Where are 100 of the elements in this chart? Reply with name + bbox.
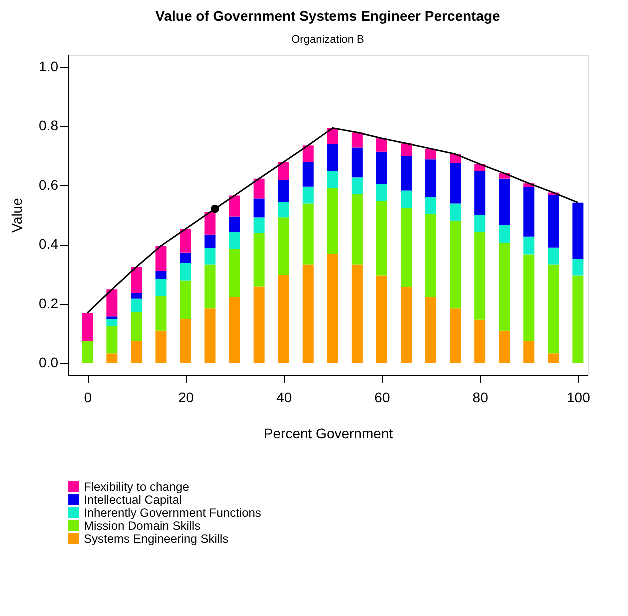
bar (426, 197, 437, 214)
bar (106, 290, 118, 317)
bar (180, 229, 192, 253)
bar (376, 138, 388, 152)
bar (180, 252, 192, 264)
bar (548, 195, 560, 248)
y-tick-label: 0.2 (39, 295, 59, 312)
bar (327, 254, 338, 364)
bar (131, 293, 142, 299)
bar (352, 178, 363, 195)
bar (131, 298, 142, 312)
line-series (86, 127, 579, 314)
bar (376, 152, 388, 184)
bar (82, 342, 94, 364)
bar (156, 246, 167, 271)
bar (524, 236, 535, 255)
bar (474, 215, 486, 232)
bar (450, 220, 462, 309)
bar (376, 201, 388, 276)
bar (254, 286, 265, 364)
bar (156, 330, 167, 364)
bar (327, 144, 338, 172)
bar (327, 188, 338, 254)
bar (548, 354, 560, 364)
bar (548, 264, 560, 354)
bar (204, 212, 216, 235)
bar (524, 254, 535, 342)
bar (229, 297, 240, 364)
bar (106, 326, 118, 354)
bar (302, 204, 314, 265)
bar (400, 156, 412, 191)
legend-label: Flexibility to change (84, 480, 190, 494)
bar (376, 184, 388, 202)
bar (450, 163, 462, 204)
legend-label: Inherently Government Functions (84, 506, 262, 520)
bar (180, 319, 192, 364)
bar (302, 162, 314, 187)
bar (204, 248, 216, 265)
bar (156, 296, 167, 331)
bar (278, 180, 290, 202)
bar (499, 225, 510, 244)
bar (400, 144, 412, 156)
bar (131, 342, 142, 364)
bar (278, 218, 290, 276)
x-tick-label: 100 (567, 390, 591, 406)
bar (229, 216, 240, 232)
bar (302, 146, 314, 162)
bar (524, 342, 535, 364)
bar (474, 320, 486, 364)
bar (204, 308, 216, 364)
legend-label: Intellectual Capital (84, 493, 182, 507)
bar (278, 275, 290, 364)
bar (524, 187, 535, 237)
bar (426, 297, 437, 364)
bar (400, 190, 412, 208)
bar (254, 198, 265, 218)
x-axis-title: Percent Government (264, 426, 394, 442)
bar (180, 280, 192, 320)
bar (229, 196, 240, 217)
bar (450, 204, 462, 221)
bar (106, 354, 118, 364)
bar (376, 276, 388, 364)
legend-label: Mission Domain Skills (84, 519, 201, 533)
chart-title: Value of Government Systems Engineer Percentage (156, 8, 501, 24)
y-tick-label: 0.6 (39, 176, 59, 193)
x-tick-label: 60 (374, 390, 390, 406)
bar (499, 178, 510, 226)
bar (156, 279, 167, 296)
y-tick-label: 1.0 (39, 58, 59, 74)
bar (302, 264, 314, 364)
bar (352, 148, 363, 178)
bar (474, 232, 486, 320)
bar (474, 171, 486, 216)
bar (400, 287, 412, 364)
bar (106, 319, 118, 326)
bar (426, 148, 437, 160)
bar (499, 330, 510, 364)
bar (450, 154, 462, 164)
x-tick-label: 0 (84, 390, 92, 406)
bar (327, 128, 338, 144)
bar (302, 186, 314, 204)
bar (82, 313, 94, 342)
y-tick-label: 0.4 (39, 236, 59, 252)
bar (426, 214, 437, 298)
bar (204, 264, 216, 309)
bar (278, 162, 290, 180)
bar (229, 249, 240, 298)
bar (352, 264, 363, 364)
bar (131, 267, 142, 294)
x-tick-label: 40 (276, 390, 292, 406)
bar (499, 243, 510, 331)
legend-label: Systems Engineering Skills (84, 532, 229, 546)
bar (278, 202, 290, 218)
bar (327, 171, 338, 188)
bar (400, 208, 412, 287)
bar (156, 271, 167, 279)
y-tick-label: 0.0 (39, 354, 59, 371)
bar (572, 259, 584, 276)
bar (254, 233, 265, 287)
bar (572, 276, 584, 364)
